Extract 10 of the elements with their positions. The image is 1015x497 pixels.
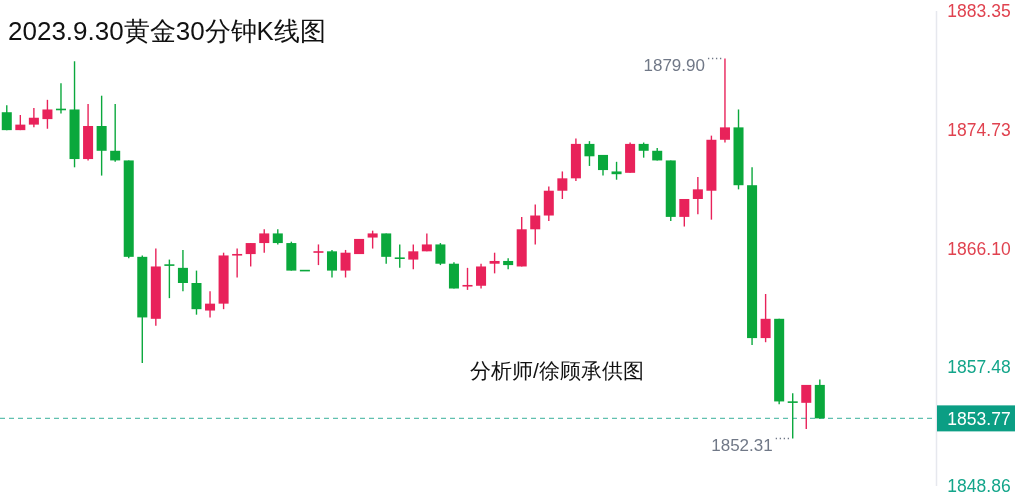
y-tick-label: 1857.48 [947, 357, 1011, 378]
annotation: 1852.31 [711, 435, 773, 455]
chart-title: 2023.9.30黄金30分钟K线图 [8, 16, 326, 46]
annotation: 分析师/徐顾承供图 [470, 359, 644, 382]
y-tick-label: 1848.86 [947, 476, 1011, 496]
y-tick-label: 1874.73 [947, 119, 1011, 140]
y-tick-label: 1883.35 [947, 1, 1011, 21]
annotation: 1879.90 [643, 56, 705, 76]
y-tick-label: 1866.10 [947, 238, 1011, 259]
ref-line-label: 1853.77 [947, 408, 1011, 429]
